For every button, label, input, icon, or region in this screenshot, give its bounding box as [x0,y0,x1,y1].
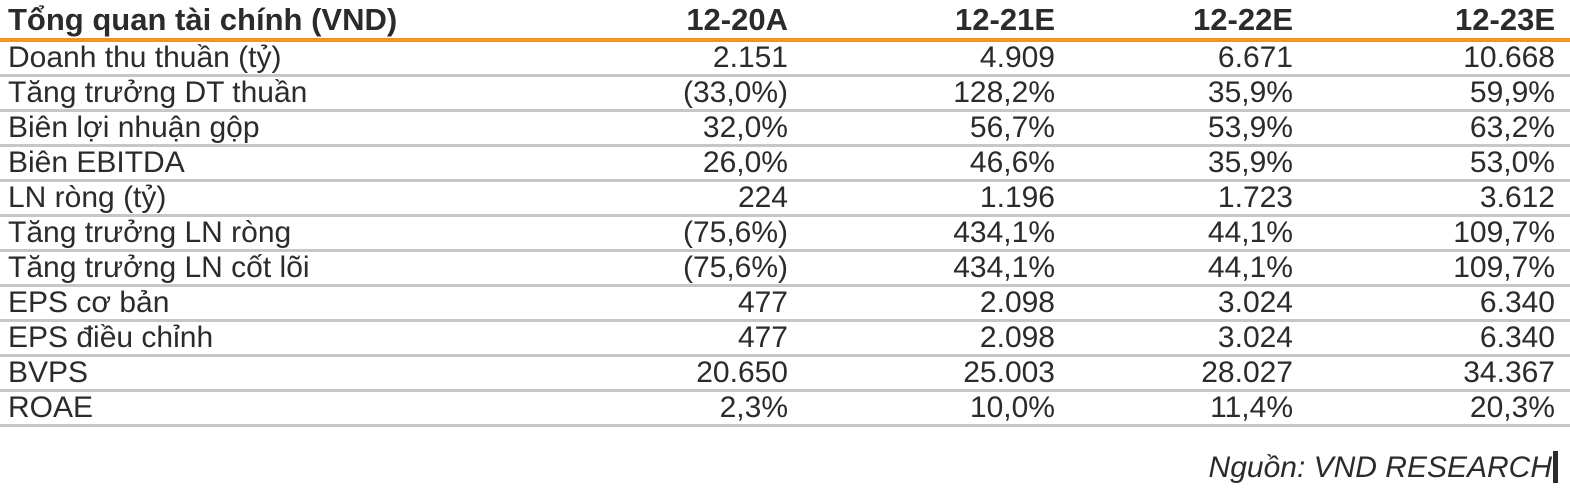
row-value: 477 [630,285,788,322]
column-header-12-22E: 12-22E [1055,0,1293,42]
row-value: (75,6%) [630,215,788,252]
table-row: Biên lợi nhuận gộp 32,0% 56,7% 53,9% 63,… [0,110,1570,147]
row-value: 434,1% [788,250,1055,287]
table-row: Biên EBITDA 26,0% 46,6% 35,9% 53,0% [0,145,1570,182]
row-value: 59,9% [1293,75,1570,112]
row-value: 34.367 [1293,355,1570,392]
row-value: 53,9% [1055,110,1293,147]
row-value: 224 [630,180,788,217]
row-value: 1.723 [1055,180,1293,217]
row-value: 2.098 [788,285,1055,322]
table-row: ROAE 2,3% 10,0% 11,4% 20,3% [0,390,1570,427]
row-label: Tăng trưởng LN cốt lõi [0,250,630,287]
row-value: 434,1% [788,215,1055,252]
source-note: Nguồn: VND RESEARCH [0,451,1570,485]
row-value: 10.668 [1293,40,1570,77]
row-value: 109,7% [1293,215,1570,252]
row-value: 44,1% [1055,250,1293,287]
row-value: (33,0%) [630,75,788,112]
row-value: 1.196 [788,180,1055,217]
table-row: Tăng trưởng DT thuần (33,0%) 128,2% 35,9… [0,75,1570,112]
row-value: 4.909 [788,40,1055,77]
financial-overview-table: Tổng quan tài chính (VND) 12-20A 12-21E … [0,0,1570,427]
text-cursor [1553,451,1558,483]
column-header-12-23E: 12-23E [1293,0,1570,42]
table-title: Tổng quan tài chính (VND) [0,0,630,42]
row-value: 53,0% [1293,145,1570,182]
table-row: EPS điều chỉnh 477 2.098 3.024 6.340 [0,320,1570,357]
row-label: Biên EBITDA [0,145,630,182]
row-value: 128,2% [788,75,1055,112]
row-value: 26,0% [630,145,788,182]
table-row: Doanh thu thuần (tỷ) 2.151 4.909 6.671 1… [0,40,1570,77]
row-label: ROAE [0,390,630,427]
row-label: EPS cơ bản [0,285,630,322]
row-label: BVPS [0,355,630,392]
row-value: 2,3% [630,390,788,427]
row-value: 20,3% [1293,390,1570,427]
row-value: 3.612 [1293,180,1570,217]
row-value: 63,2% [1293,110,1570,147]
row-value: 109,7% [1293,250,1570,287]
row-value: 6.671 [1055,40,1293,77]
table-row: Tăng trưởng LN cốt lõi (75,6%) 434,1% 44… [0,250,1570,287]
table-row: EPS cơ bản 477 2.098 3.024 6.340 [0,285,1570,322]
row-value: 25.003 [788,355,1055,392]
row-value: 3.024 [1055,285,1293,322]
column-header-12-21E: 12-21E [788,0,1055,42]
row-label: Doanh thu thuần (tỷ) [0,40,630,77]
table-header-row: Tổng quan tài chính (VND) 12-20A 12-21E … [0,0,1570,42]
row-value: 56,7% [788,110,1055,147]
row-value: 3.024 [1055,320,1293,357]
table-row: BVPS 20.650 25.003 28.027 34.367 [0,355,1570,392]
source-note-text: Nguồn: VND RESEARCH [1208,451,1552,484]
row-value: 6.340 [1293,285,1570,322]
row-value: 2.098 [788,320,1055,357]
row-value: 35,9% [1055,75,1293,112]
row-value: 28.027 [1055,355,1293,392]
row-label: Tăng trưởng DT thuần [0,75,630,112]
row-label: Biên lợi nhuận gộp [0,110,630,147]
row-label: EPS điều chỉnh [0,320,630,357]
row-value: 11,4% [1055,390,1293,427]
row-value: (75,6%) [630,250,788,287]
row-value: 32,0% [630,110,788,147]
table-row: Tăng trưởng LN ròng (75,6%) 434,1% 44,1%… [0,215,1570,252]
row-value: 44,1% [1055,215,1293,252]
column-header-12-20A: 12-20A [630,0,788,42]
row-value: 2.151 [630,40,788,77]
row-value: 477 [630,320,788,357]
row-value: 46,6% [788,145,1055,182]
row-value: 35,9% [1055,145,1293,182]
row-value: 10,0% [788,390,1055,427]
row-label: LN ròng (tỷ) [0,180,630,217]
row-value: 6.340 [1293,320,1570,357]
row-value: 20.650 [630,355,788,392]
table-row: LN ròng (tỷ) 224 1.196 1.723 3.612 [0,180,1570,217]
row-label: Tăng trưởng LN ròng [0,215,630,252]
